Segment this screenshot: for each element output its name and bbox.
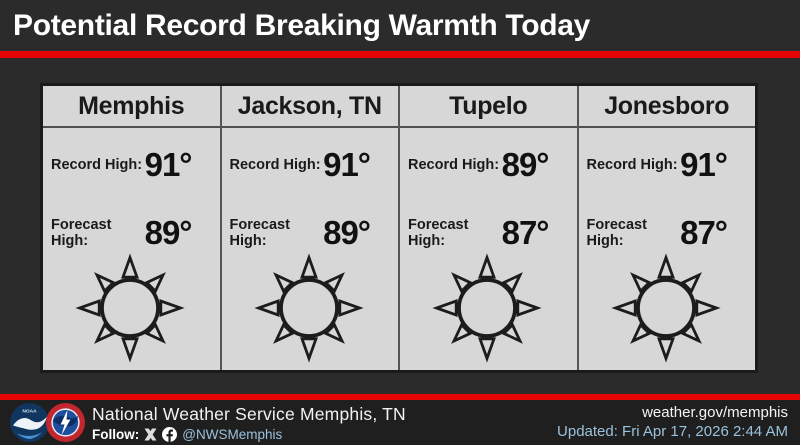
sun-icon bbox=[587, 252, 746, 364]
record-high-label: Record High: bbox=[229, 157, 321, 173]
forecast-high-value: 89° bbox=[323, 214, 371, 251]
record-high-row: Record High: 91° bbox=[51, 146, 210, 184]
noaa-logo: NOAA bbox=[10, 403, 49, 442]
forecast-high-label: Forecast High: bbox=[51, 217, 112, 249]
main-area: Memphis Record High: 91° Forecast High: … bbox=[0, 58, 800, 394]
city-name: Jackson, TN bbox=[221, 86, 398, 128]
svg-text:NOAA: NOAA bbox=[22, 408, 37, 414]
forecast-high-value: 87° bbox=[680, 214, 728, 251]
updated-timestamp: Updated: Fri Apr 17, 2026 2:44 AM bbox=[557, 422, 788, 440]
city-name: Jonesboro bbox=[578, 86, 755, 128]
forecast-high-label: Forecast High: bbox=[586, 217, 647, 249]
forecast-high-value: 89° bbox=[144, 214, 193, 251]
follow-row: Follow: @NWSMemphis bbox=[92, 426, 406, 442]
city-panel-body: Record High: 89° Forecast High: 87° bbox=[400, 128, 577, 370]
x-icon bbox=[144, 427, 157, 441]
record-high-label: Record High: bbox=[586, 157, 678, 173]
sun-icon bbox=[51, 252, 210, 364]
header-band: Potential Record Breaking Warmth Today bbox=[0, 0, 800, 51]
follow-label: Follow: bbox=[92, 426, 140, 442]
record-high-value: 91° bbox=[323, 146, 371, 183]
record-high-label: Record High: bbox=[408, 157, 500, 173]
website-url: weather.gov/memphis bbox=[642, 403, 788, 421]
forecast-high-row: Forecast High: 87° bbox=[408, 214, 567, 252]
footer-bar: NOAA National Weather Service Memphis, T… bbox=[0, 400, 800, 445]
city-panel-memphis: Memphis Record High: 91° Forecast High: … bbox=[43, 86, 220, 370]
sun-icon bbox=[408, 252, 567, 364]
nws-logo bbox=[46, 403, 85, 442]
city-table: Memphis Record High: 91° Forecast High: … bbox=[40, 83, 758, 373]
sun-icon bbox=[230, 252, 389, 364]
red-divider-top bbox=[0, 51, 800, 58]
forecast-high-row: Forecast High: 87° bbox=[587, 214, 746, 252]
footer-left-text: National Weather Service Memphis, TN Fol… bbox=[92, 404, 406, 442]
record-high-value: 89° bbox=[501, 146, 550, 183]
city-panel-body: Record High: 91° Forecast High: 89° bbox=[222, 128, 399, 370]
city-panel-jackson: Jackson, TN Record High: 91° Forecast Hi… bbox=[221, 86, 399, 370]
record-high-value: 91° bbox=[144, 146, 193, 183]
forecast-high-row: Forecast High: 89° bbox=[51, 214, 210, 252]
record-high-label: Record High: bbox=[51, 157, 143, 173]
forecast-high-value: 87° bbox=[501, 214, 550, 251]
city-panel-body: Record High: 91° Forecast High: 87° bbox=[579, 128, 756, 370]
agency-name: National Weather Service Memphis, TN bbox=[92, 403, 406, 424]
city-name: Tupelo bbox=[400, 86, 577, 128]
red-divider-bottom bbox=[0, 394, 800, 400]
record-high-row: Record High: 91° bbox=[587, 146, 746, 184]
city-panel-jonesboro: Jonesboro Record High: 91° Forecast High… bbox=[578, 86, 756, 370]
forecast-high-row: Forecast High: 89° bbox=[230, 214, 389, 252]
forecast-high-label: Forecast High: bbox=[408, 217, 469, 249]
agency-logos: NOAA bbox=[10, 403, 85, 442]
page-title: Potential Record Breaking Warmth Today bbox=[13, 8, 591, 42]
record-high-row: Record High: 91° bbox=[230, 146, 389, 184]
social-handle: @NWSMemphis bbox=[182, 426, 283, 442]
forecast-high-label: Forecast High: bbox=[229, 217, 290, 249]
facebook-icon bbox=[162, 426, 178, 442]
footer-right-text: weather.gov/memphis Updated: Fri Apr 17,… bbox=[557, 404, 788, 442]
record-high-row: Record High: 89° bbox=[408, 146, 567, 184]
record-high-value: 91° bbox=[680, 146, 728, 183]
city-panel-body: Record High: 91° Forecast High: 89° bbox=[43, 128, 220, 370]
city-panel-tupelo: Tupelo Record High: 89° Forecast High: 8… bbox=[400, 86, 577, 370]
city-name: Memphis bbox=[43, 86, 220, 128]
